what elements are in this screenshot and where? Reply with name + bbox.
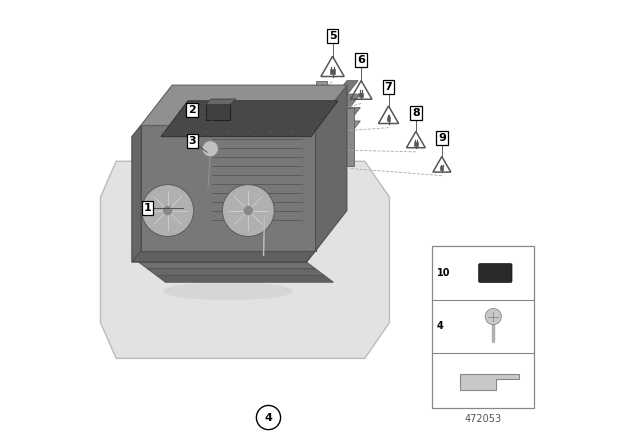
Text: 3: 3 <box>189 136 196 146</box>
Ellipse shape <box>163 282 293 300</box>
Circle shape <box>257 405 280 430</box>
Text: 8: 8 <box>412 108 420 118</box>
Polygon shape <box>132 206 342 215</box>
Polygon shape <box>316 81 326 166</box>
Text: 6: 6 <box>357 56 365 65</box>
Circle shape <box>141 185 194 237</box>
Bar <box>330 69 335 74</box>
Circle shape <box>485 309 501 325</box>
Bar <box>387 117 390 121</box>
Polygon shape <box>460 374 519 390</box>
Text: 4: 4 <box>264 413 273 422</box>
Text: 4: 4 <box>436 321 444 331</box>
Polygon shape <box>141 85 347 125</box>
Circle shape <box>202 141 218 157</box>
Bar <box>205 104 230 120</box>
Polygon shape <box>147 269 324 276</box>
Polygon shape <box>329 94 340 166</box>
Text: 7: 7 <box>385 82 392 92</box>
Polygon shape <box>132 125 141 262</box>
Polygon shape <box>316 81 358 121</box>
Circle shape <box>244 206 253 215</box>
Text: 2: 2 <box>188 105 196 115</box>
Polygon shape <box>316 121 360 161</box>
Text: 5: 5 <box>329 31 337 41</box>
Polygon shape <box>316 94 360 134</box>
Polygon shape <box>141 125 316 251</box>
FancyBboxPatch shape <box>479 263 512 282</box>
Polygon shape <box>132 251 316 262</box>
Circle shape <box>222 185 275 237</box>
Polygon shape <box>316 85 347 251</box>
Polygon shape <box>156 276 333 282</box>
Circle shape <box>163 206 172 215</box>
Bar <box>440 167 444 170</box>
Polygon shape <box>342 108 353 166</box>
Text: 1: 1 <box>143 203 152 213</box>
Text: 10: 10 <box>436 268 450 278</box>
Polygon shape <box>138 262 316 269</box>
Bar <box>359 93 363 97</box>
Bar <box>432 246 534 408</box>
Polygon shape <box>205 99 236 104</box>
Polygon shape <box>100 161 389 358</box>
Text: 9: 9 <box>438 133 446 143</box>
Text: 472053: 472053 <box>465 414 502 424</box>
Polygon shape <box>161 101 338 137</box>
Polygon shape <box>316 108 360 148</box>
Bar <box>414 142 417 146</box>
